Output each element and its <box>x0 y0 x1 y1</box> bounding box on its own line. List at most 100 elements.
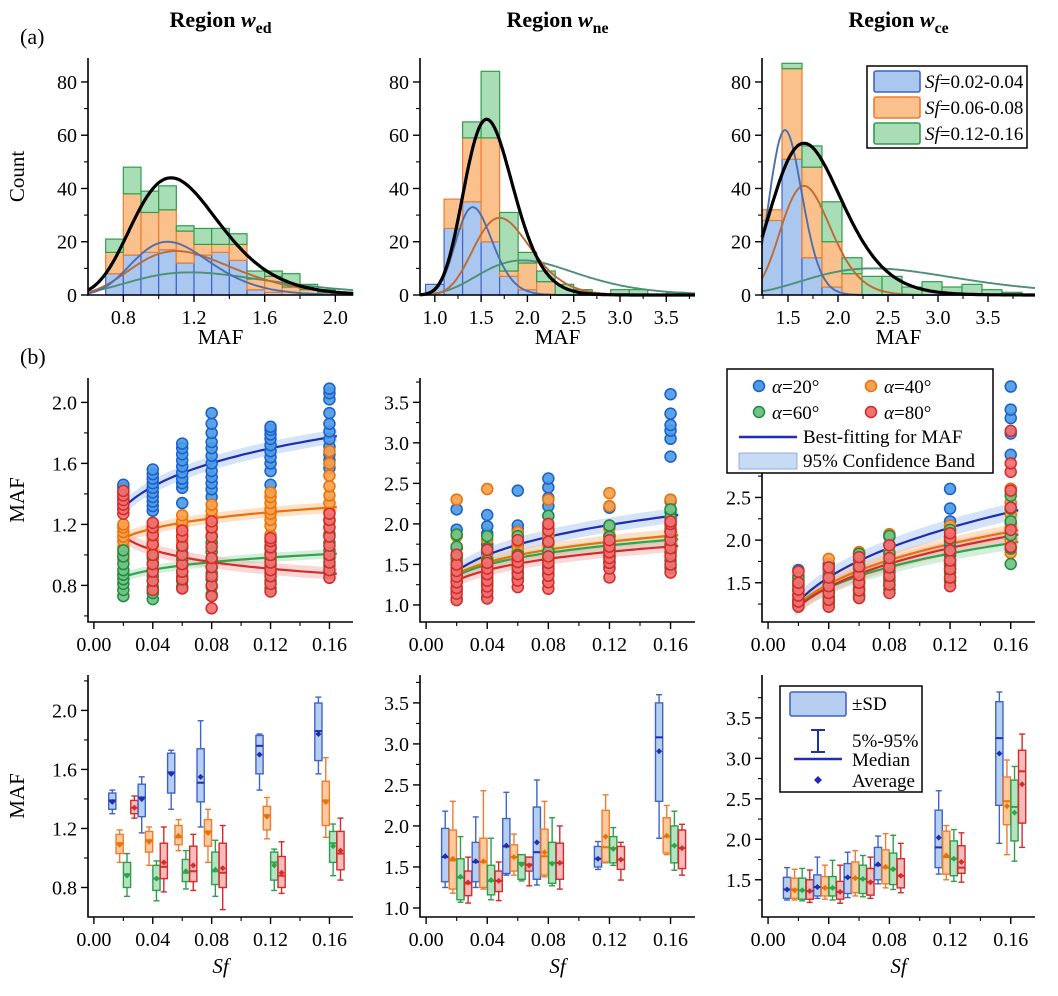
legend-median-label: Median <box>852 750 911 771</box>
box-wne-xtick: 0.08 <box>531 929 566 951</box>
box-wce-boxes <box>782 691 1027 904</box>
scatter-wne-point-orange <box>603 499 616 513</box>
hist-wce-bar-green <box>781 62 803 70</box>
hist-wed-title: Region wed <box>169 7 271 37</box>
scatter-wne-point-red <box>542 535 555 548</box>
scatter-wce-point-red <box>1004 424 1017 438</box>
hist-wce-legend: Sf=0.02-0.04 Sf=0.06-0.08 Sf=0.12-0.16 <box>866 65 1028 149</box>
hist-wce-bars <box>761 62 1023 296</box>
box-wed-box-red <box>218 824 228 911</box>
scatter-wed-ytick: 1.6 <box>52 453 77 475</box>
scatter-wne-ytick: 2.0 <box>384 514 409 536</box>
box-wne-box-green <box>456 835 465 903</box>
hist-wce-ytick: 0 <box>741 285 751 307</box>
scatter-wce-point-blue <box>943 502 957 515</box>
box-wed-box-green <box>269 848 279 892</box>
box-wce-xtick: 0.00 <box>751 929 786 951</box>
scatter-wce-point-red <box>792 576 805 590</box>
box-wne-box-orange <box>448 800 458 894</box>
legend-marker-blue <box>752 379 766 393</box>
legend-marker-orange <box>864 379 878 393</box>
scatter-wne-xtick: 0.00 <box>409 634 444 656</box>
box-wne-xtick: 0.04 <box>470 929 505 951</box>
scatter-wne-point-red <box>511 533 525 547</box>
box-wne-box-orange <box>540 800 549 878</box>
box-wce-box-orange <box>881 832 890 889</box>
hist-wne: 1.0 1.5 2.0 2.5 3.0 3.5 0 20 40 60 80 MAF Region wne <box>389 7 696 349</box>
hist-wne-axes: 1.0 1.5 2.0 2.5 3.0 3.5 0 20 40 60 80 <box>389 58 695 329</box>
box-wce: 0.00 0.04 0.08 0.12 0.16 1.5 2.0 2.5 3.0 3.5 Sf ±SD… <box>726 675 1035 978</box>
scatter-wce-point-green <box>1004 557 1017 571</box>
scatter-wce-point-blue <box>1004 403 1017 416</box>
box-wne-box-green <box>608 826 618 867</box>
scatter-wce-xtick: 0.16 <box>993 634 1028 656</box>
box-wne-ytick: 3.5 <box>384 693 409 715</box>
hist-wne-xtick: 3.5 <box>654 307 679 329</box>
hist-wce-xtick: 1.5 <box>776 307 801 329</box>
scatter-wne-point-red <box>450 548 463 561</box>
scatter-wce-xtick: 0.08 <box>872 634 907 656</box>
box-wed-ylabel: MAF <box>5 773 29 819</box>
hist-wed-bars <box>105 166 354 296</box>
legend-band-label: 95% Confidence Band <box>803 451 976 472</box>
hist-wce-ytick: 40 <box>731 178 751 200</box>
hist-wce-bar-orange <box>761 209 783 222</box>
hist-wce-bar-green <box>861 275 883 296</box>
box-wed-box-blue <box>137 776 147 834</box>
scatter-wce-point-blue <box>1004 380 1017 393</box>
hist-wed-curve-blue <box>87 240 353 296</box>
box-wce-xtick: 0.16 <box>993 929 1028 951</box>
box-wce-ytick: 2.0 <box>726 829 751 851</box>
scatter-wce-point-red <box>943 527 957 540</box>
box-wne-boxes <box>440 693 687 904</box>
box-wne-ytick: 2.5 <box>384 775 409 797</box>
box-wce-ytick: 1.5 <box>726 870 751 892</box>
scatter-wne-point-green <box>480 529 494 543</box>
scatter-wce-point-red <box>883 551 896 565</box>
scatter-wed-xtick: 0.08 <box>194 634 229 656</box>
scatter-wed-point-red <box>205 602 218 615</box>
scatter-wne-xtick: 0.12 <box>592 634 627 656</box>
legend-band-swatch <box>738 452 798 470</box>
scatter-wce-point-red <box>943 554 957 567</box>
legend-sd-label: ±SD <box>852 694 887 715</box>
legend-average-label: Average <box>852 771 915 792</box>
legend-marker-red <box>864 405 878 419</box>
box-wed-xtick: 0.16 <box>312 929 347 951</box>
box-wce-axes: 0.00 0.04 0.08 0.12 0.16 1.5 2.0 2.5 3.0 3.5 <box>726 675 1035 951</box>
scatter-wed-point-blue <box>323 382 336 395</box>
scatter-wce-point-red <box>792 565 805 578</box>
box-wce-box-red <box>896 842 906 894</box>
scatter-wed-point-red <box>264 531 277 545</box>
hist-wne-bar-orange <box>480 137 501 243</box>
hist-wce-axes: 1.5 2.0 2.5 3.0 3.5 0 20 40 60 80 <box>731 58 1035 329</box>
legend-swatch-green <box>873 122 921 145</box>
scatter-wed-point-blue <box>146 463 160 476</box>
box-wed-box-green <box>181 849 191 890</box>
hist-wce-curve-green <box>761 267 1036 293</box>
box-wne-box-orange <box>662 804 672 856</box>
scatter-wed-point-orange <box>323 469 336 482</box>
panel-label-b: (b) <box>20 344 46 369</box>
legend-label-blue: α=20° <box>772 377 819 398</box>
hist-wed-axes: 0.8 1.2 1.6 2.0 0 20 40 60 80 <box>57 58 353 329</box>
box-wce-box-orange <box>941 824 951 881</box>
box-wce-box-green <box>797 867 807 902</box>
scatter-wed-xtick: 0.04 <box>135 634 170 656</box>
scatter-wne-point-green <box>603 519 616 532</box>
hist-wne-bar-green <box>480 70 501 139</box>
hist-wed-ytick: 0 <box>67 285 77 307</box>
hist-wce-bar-green <box>821 201 843 243</box>
scatter-wne-xtick: 0.08 <box>531 634 566 656</box>
scatter-wed-point-red <box>146 516 160 530</box>
hist-wed-ylabel: Count <box>5 151 29 203</box>
scatter-wce-band-blue <box>795 501 1019 614</box>
scatter-wne-ytick: 1.0 <box>384 595 409 617</box>
box-wed-box-orange <box>203 808 213 864</box>
box-wed: 0.00 0.04 0.08 0.12 0.16 0.8 1.2 1.6 2.0 MAF Sf <box>5 675 353 978</box>
hist-wed-xtick: 0.8 <box>111 307 136 329</box>
box-wce-box-blue <box>934 790 943 875</box>
scatter-wed-point-green <box>117 544 130 557</box>
hist-wed-bar-blue <box>122 254 142 296</box>
scatter-wed-point-orange <box>205 498 218 511</box>
